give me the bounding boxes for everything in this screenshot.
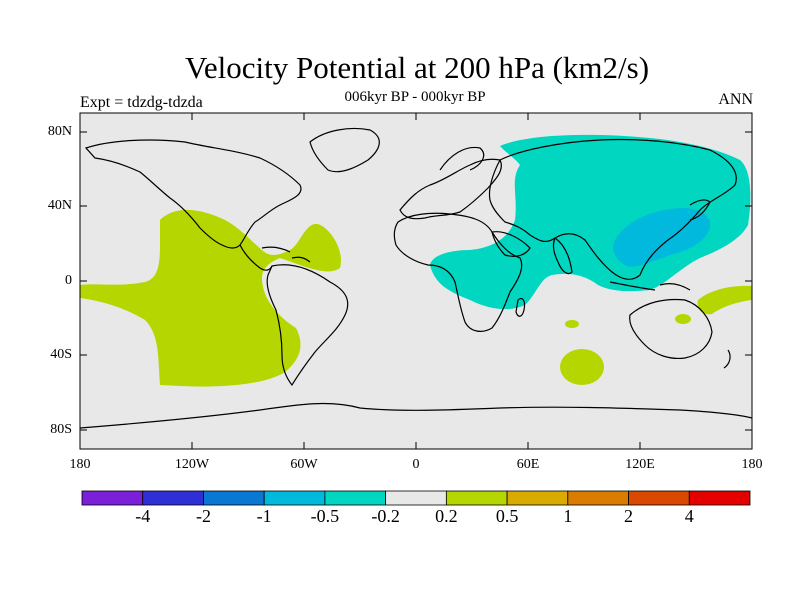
- coastline-japan: [689, 199, 711, 221]
- coastline-europe: [399, 158, 502, 220]
- colorbar-label: -0.2: [371, 506, 400, 526]
- coastline-antarctica: [80, 402, 752, 429]
- colorbar-swatch: [142, 490, 204, 506]
- lon-label-180e: 180: [741, 457, 763, 472]
- colorbar-swatch: [203, 490, 265, 506]
- positive-anomaly-pacific: [80, 209, 341, 387]
- colorbar-label: -2: [195, 506, 211, 526]
- positive-anomaly-indian-small: [565, 320, 579, 328]
- coastline-south-america: [266, 264, 349, 387]
- colorbar-swatch: [385, 490, 447, 506]
- colorbar-label: -0.5: [310, 506, 340, 526]
- lat-label-80s: 80S: [50, 422, 72, 437]
- colorbar-label: 0.5: [495, 506, 519, 526]
- negative-anomaly-core: [613, 208, 711, 267]
- positive-anomaly-australia-small: [675, 314, 691, 324]
- coastline-greenland: [309, 127, 380, 173]
- lon-label-120w: 120W: [174, 457, 210, 472]
- lon-label-0: 0: [412, 457, 420, 472]
- map-subtitle: 006kyr BP - 000kyr BP: [344, 89, 486, 105]
- experiment-label: Expt = tdzdg-tdzda: [80, 94, 203, 111]
- lat-label-80n: 80N: [47, 124, 72, 139]
- coastline-africa: [393, 212, 523, 332]
- colorbar-label: -1: [256, 506, 272, 526]
- coastline-arabia: [491, 231, 531, 257]
- lon-label-120e: 120E: [625, 457, 655, 472]
- coastline-north-america: [84, 139, 302, 249]
- coastline-india: [552, 237, 573, 275]
- coastline-australia: [629, 298, 713, 360]
- positive-anomaly-australia-east: [697, 285, 752, 315]
- colorbar-swatch: [688, 490, 751, 506]
- colorbar-label: 1: [563, 506, 573, 526]
- colorbar-swatch: [445, 490, 508, 506]
- colorbar-swatch: [263, 490, 326, 506]
- colorbar-label: 0.2: [435, 506, 458, 526]
- lon-label-180w: 180: [69, 457, 91, 472]
- colorbar-swatch: [324, 490, 387, 506]
- coastline-madagascar: [515, 297, 526, 317]
- colorbar-label: -4: [135, 506, 151, 526]
- lon-label-60w: 60W: [290, 457, 318, 472]
- season-label: ANN: [718, 91, 753, 108]
- lat-label-0: 0: [65, 273, 72, 288]
- colorbar-label: 4: [684, 506, 694, 526]
- negative-anomaly-asia: [430, 134, 751, 310]
- lat-label-40s: 40S: [50, 347, 72, 362]
- coastline-new-zealand: [723, 349, 731, 369]
- axis-ticks: [80, 113, 752, 449]
- coastline-caribbean: [261, 246, 311, 263]
- coastline-indonesia: [609, 281, 691, 291]
- coastlines: [80, 127, 752, 429]
- colorbar-swatch: [567, 490, 629, 506]
- colorbar-swatch: [81, 490, 144, 506]
- colorbar-label: 2: [624, 506, 634, 526]
- colorbar-swatch: [628, 490, 690, 506]
- coastline-scandinavia: [439, 146, 485, 171]
- positive-anomaly-indian-ocean: [560, 349, 604, 385]
- colorbar-swatch: [506, 490, 569, 506]
- coastline-central-america: [239, 244, 273, 271]
- map-title: Velocity Potential at 200 hPa (km2/s): [184, 50, 650, 85]
- lon-label-60e: 60E: [516, 457, 540, 472]
- lat-label-40n: 40N: [47, 198, 72, 213]
- coastline-asia: [488, 138, 737, 280]
